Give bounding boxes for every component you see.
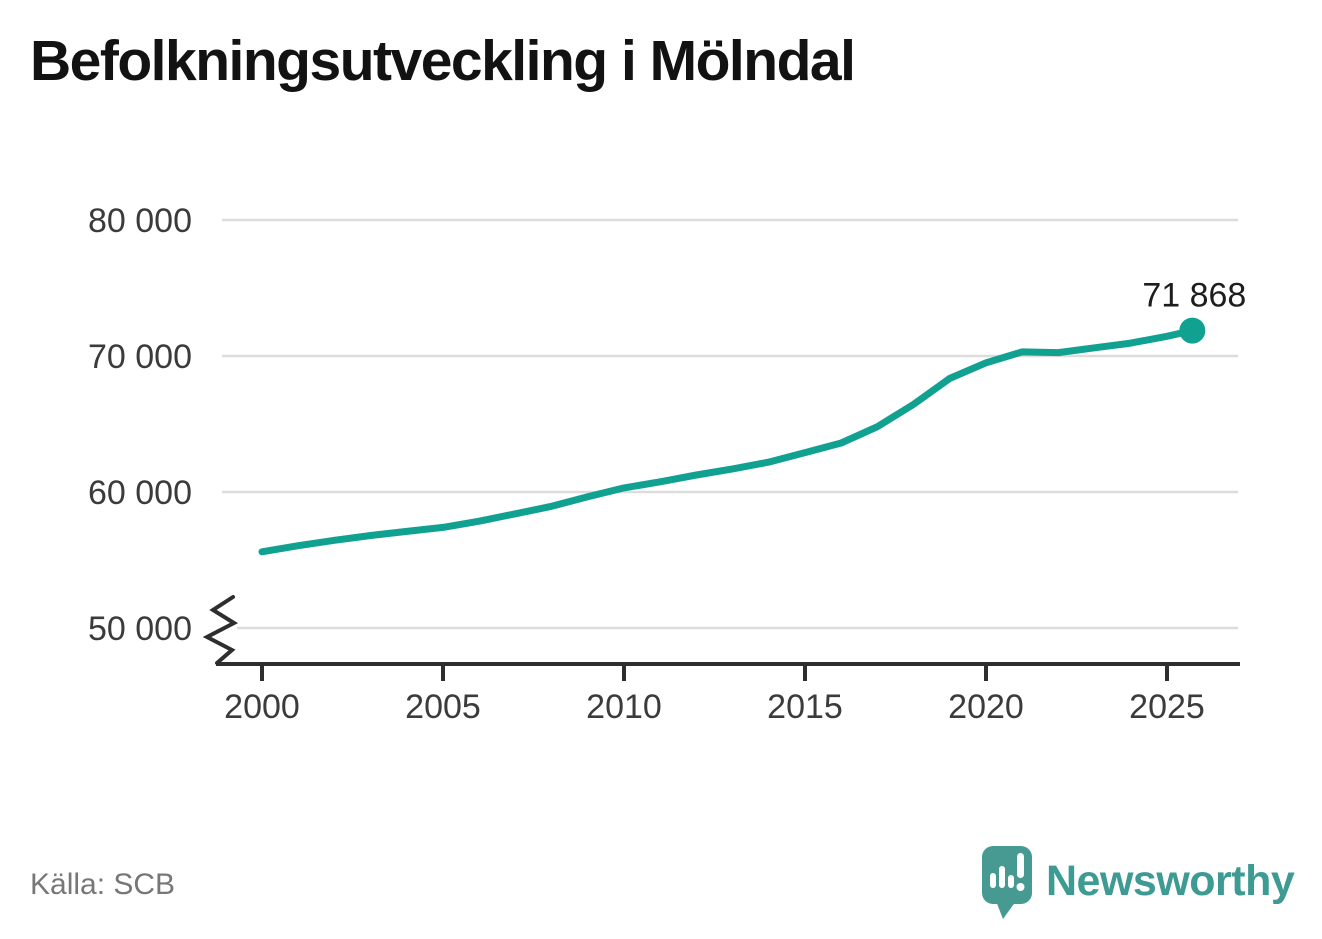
y-axis-label: 70 000 (88, 338, 192, 376)
chart-title: Befolkningsutveckling i Mölndal (30, 29, 856, 93)
y-axis-label: 80 000 (88, 202, 192, 240)
x-axis-label: 2025 (1129, 688, 1205, 726)
source-note: Källa: SCB (30, 868, 176, 901)
x-axis-labels: 2000 2005 2010 2015 2020 2025 (224, 688, 1205, 726)
end-point-label: 71 868 (1142, 277, 1246, 315)
population-series: 71 868 (258, 277, 1246, 556)
population-line (258, 327, 1196, 556)
axis-break-icon (202, 595, 239, 665)
y-axis-label: 50 000 (88, 610, 192, 648)
y-axis-labels: 80 000 70 000 60 000 50 000 (88, 202, 192, 648)
newsworthy-logo: Newsworthy (980, 843, 1295, 921)
x-axis-label: 2015 (767, 688, 843, 726)
end-point-dot (1179, 317, 1206, 344)
y-axis-label: 60 000 (88, 474, 192, 512)
newsworthy-logo-text: Newsworthy (1046, 857, 1295, 905)
newsworthy-bubble-chart-icon (982, 846, 1032, 919)
x-axis-label: 2000 (224, 688, 300, 726)
x-axis (216, 662, 1240, 681)
x-axis-label: 2020 (948, 688, 1024, 726)
x-axis-label: 2005 (405, 688, 481, 726)
gridlines (222, 218, 1238, 630)
x-axis-label: 2010 (586, 688, 662, 726)
